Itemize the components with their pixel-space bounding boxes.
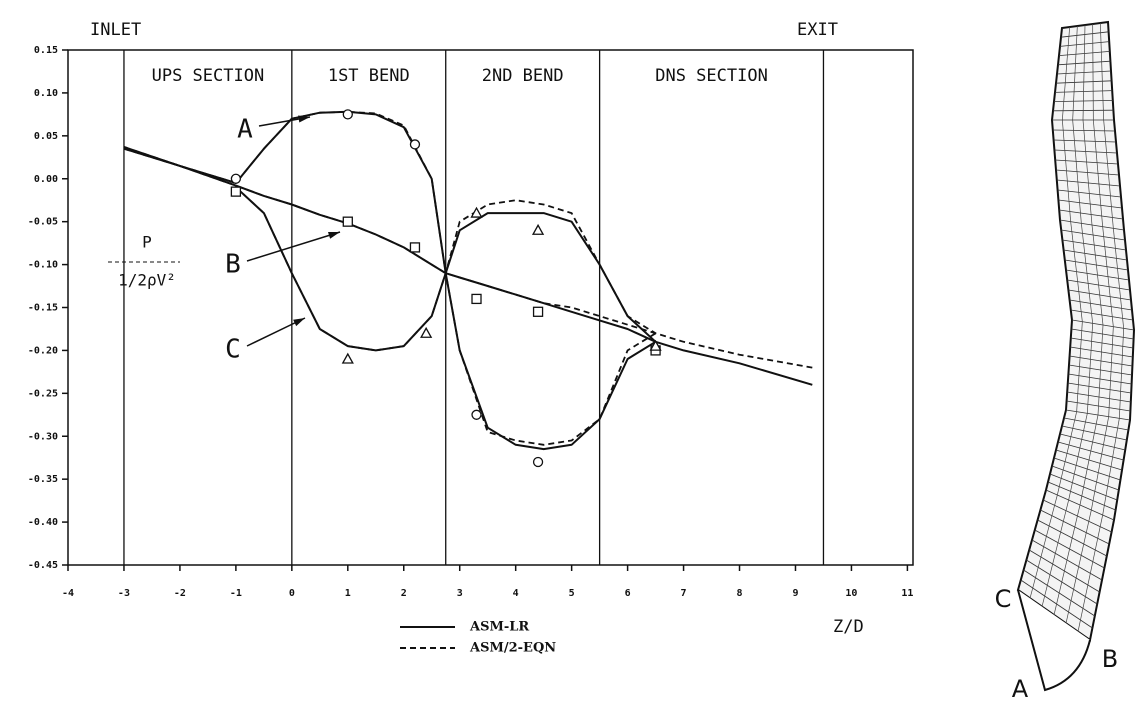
annotation: A (237, 115, 253, 145)
plot-frame (68, 50, 913, 565)
legend-label: ASM/2-EQN (469, 641, 556, 656)
arrow-head (328, 232, 340, 239)
y-tick-label: -0.35 (28, 474, 58, 485)
marker-circle (534, 458, 543, 467)
pipe-body (1018, 22, 1134, 640)
curve (124, 112, 656, 449)
y-tick-label: 0.00 (34, 174, 58, 185)
diagram-label: B (1102, 645, 1118, 673)
y-tick-label: -0.10 (28, 260, 58, 271)
y-tick-label: -0.40 (28, 517, 58, 528)
x-axis-label: Z/D (833, 617, 864, 637)
x-tick-label: 6 (625, 588, 631, 599)
marker-square (410, 243, 419, 252)
diagram-label: C (995, 585, 1012, 613)
y-tick-label: 0.15 (34, 45, 58, 56)
pipe-diagram: C B A (995, 22, 1134, 703)
y-tick-label: -0.45 (28, 560, 58, 571)
y-tick-label: 0.05 (34, 131, 58, 142)
inlet-label: INLET (90, 20, 141, 40)
y-tick-label: 0.10 (34, 88, 58, 99)
diagram-label: A (1012, 675, 1029, 703)
x-tick-label: 4 (513, 588, 519, 599)
section-label: 1ST BEND (328, 66, 410, 86)
x-tick-label: 0 (289, 588, 295, 599)
marker-square (231, 187, 240, 196)
section-label: DNS SECTION (655, 66, 768, 86)
section-label: UPS SECTION (152, 66, 265, 86)
x-tick-label: 10 (845, 588, 857, 599)
annotation: C (225, 335, 241, 365)
x-tick-label: 9 (792, 588, 798, 599)
arrow-head (298, 116, 310, 123)
y-tick-label: -0.30 (28, 431, 58, 442)
arrow-head (293, 318, 305, 326)
marker-square (343, 217, 352, 226)
y-tick-label: -0.05 (28, 217, 58, 228)
x-tick-label: 11 (901, 588, 913, 599)
x-tick-label: -3 (118, 588, 130, 599)
x-tick-label: 3 (457, 588, 463, 599)
y-tick-label: -0.20 (28, 345, 58, 356)
marker-circle (410, 140, 419, 149)
y-label-numerator: P (142, 233, 152, 252)
marker-triangle (343, 354, 353, 363)
marker-circle (343, 110, 352, 119)
x-tick-label: -4 (62, 588, 74, 599)
annotation: B (225, 250, 241, 280)
y-tick-label: -0.15 (28, 303, 58, 314)
x-tick-label: 5 (569, 588, 575, 599)
marker-circle (231, 174, 240, 183)
exit-label: EXIT (797, 20, 838, 40)
marker-circle (472, 410, 481, 419)
x-tick-label: 7 (681, 588, 687, 599)
marker-triangle (533, 225, 543, 234)
annotation-arrow (247, 232, 340, 261)
marker-triangle (421, 328, 431, 337)
chart: C B A 0.15 0.10 0.05 0.00 -0.05 -0.10 -0.15 -0.20… (0, 0, 1137, 704)
marker-square (534, 307, 543, 316)
marker-square (472, 294, 481, 303)
y-tick-label: -0.25 (28, 388, 58, 399)
x-tick-label: 1 (345, 588, 351, 599)
y-label-denominator: 1/2ρV² (118, 271, 176, 290)
x-tick-label: -2 (174, 588, 186, 599)
x-tick-label: 2 (401, 588, 407, 599)
curve (124, 112, 656, 445)
x-tick-label: 8 (737, 588, 743, 599)
x-tick-label: -1 (230, 588, 242, 599)
legend-label: ASM-LR (469, 620, 529, 635)
section-label: 2ND BEND (482, 66, 564, 86)
